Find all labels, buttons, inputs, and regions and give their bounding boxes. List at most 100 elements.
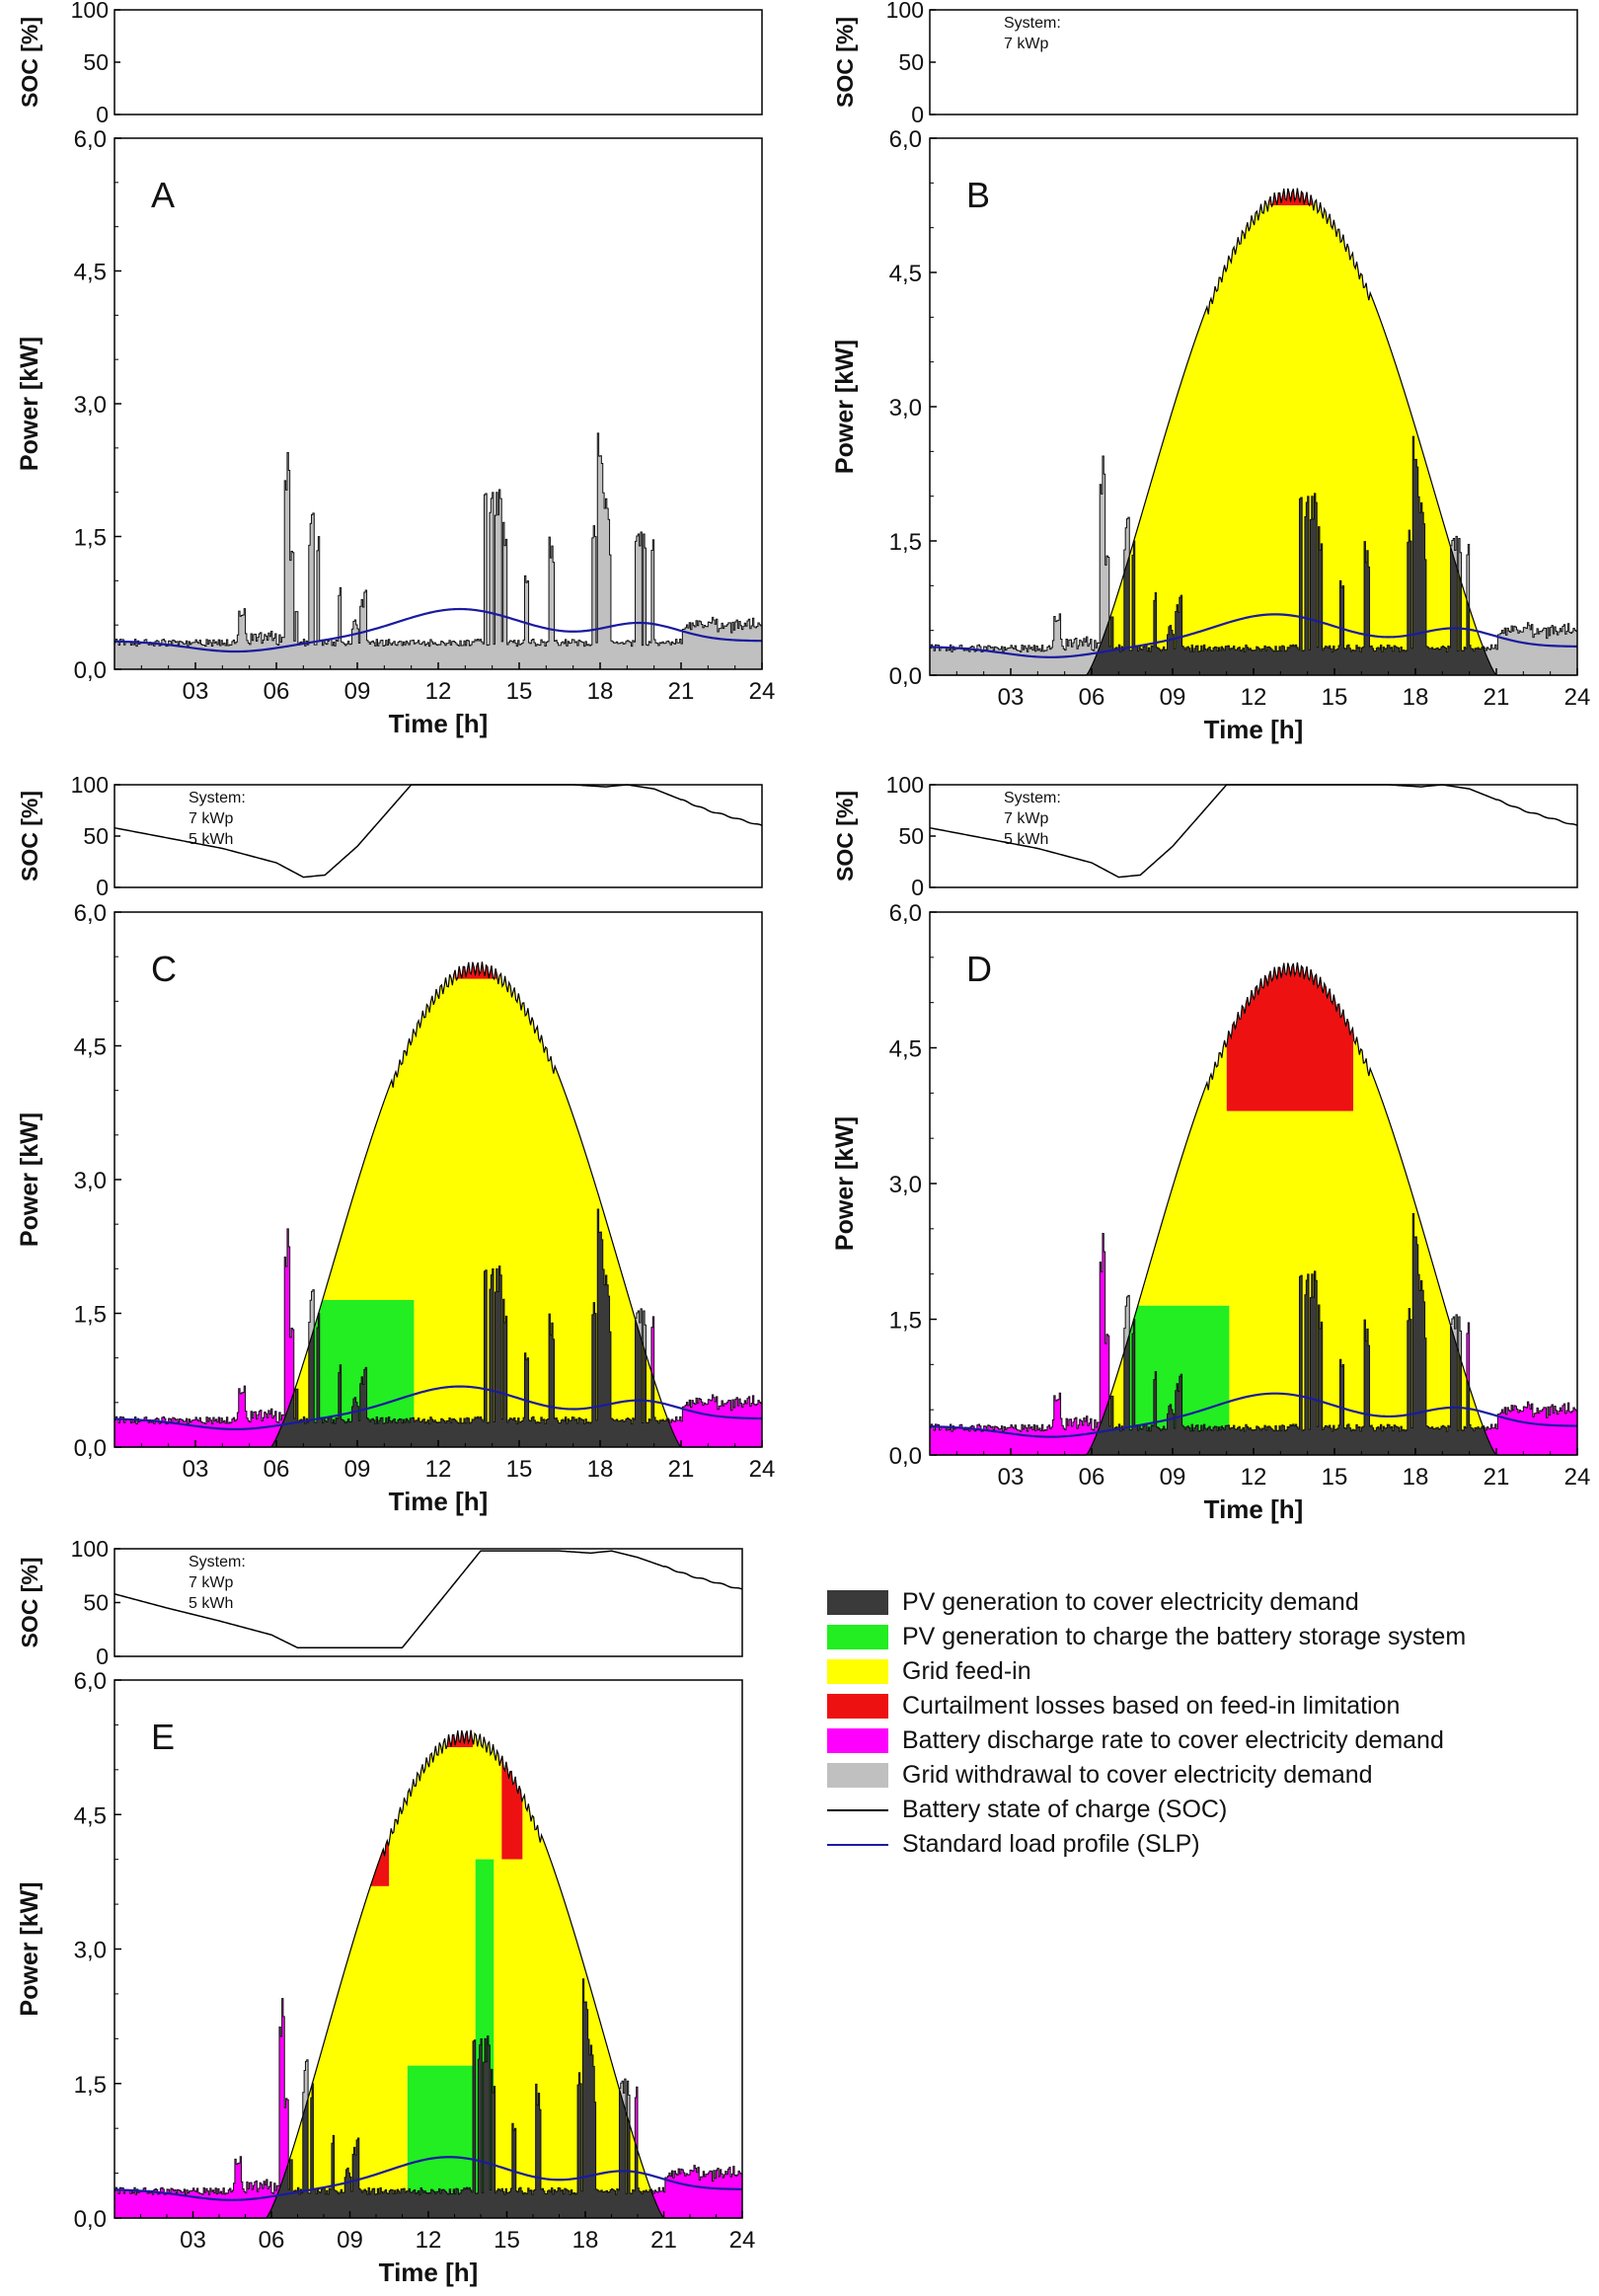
y-tick-label: 1,5 xyxy=(74,525,107,552)
x-tick-label: 06 xyxy=(1079,684,1105,711)
x-axis-title: Time [h] xyxy=(389,709,489,738)
x-tick-label: 18 xyxy=(587,678,614,705)
soc-tick-label: 0 xyxy=(911,875,924,900)
standard-load-profile-line xyxy=(114,1385,763,1430)
soc-tick-label: 100 xyxy=(886,0,924,23)
soc-tick-label: 100 xyxy=(71,1536,109,1562)
load-profile-line xyxy=(930,1212,1577,1432)
x-tick-label: 09 xyxy=(344,1456,371,1483)
soc-axis-title: SOC [%] xyxy=(832,17,858,108)
legend-item-slp: Standard load profile (SLP) xyxy=(827,1827,1577,1862)
y-tick-label: 0,0 xyxy=(889,663,922,690)
soc-tick-label: 100 xyxy=(71,0,109,23)
pv-self-consumption-area xyxy=(930,436,1577,675)
x-tick-label: 06 xyxy=(259,2227,285,2254)
y-axis-title: Power [kW] xyxy=(831,340,859,474)
soc-tick-label: 50 xyxy=(83,823,109,849)
system-info-text: 5 kWh xyxy=(1004,831,1048,848)
soc-tick-label: 50 xyxy=(898,823,924,849)
x-tick-label: 06 xyxy=(1079,1464,1105,1491)
y-tick-label: 3,0 xyxy=(74,1938,107,1964)
system-info-text: System: xyxy=(1004,15,1061,32)
legend-label: Curtailment losses based on feed-in limi… xyxy=(902,1692,1401,1720)
x-tick-label: 15 xyxy=(506,1456,533,1483)
legend-label: PV generation to cover electricity deman… xyxy=(902,1588,1359,1616)
soc-tick-label: 0 xyxy=(96,102,109,127)
y-tick-label: 3,0 xyxy=(74,1168,107,1194)
x-tick-label: 03 xyxy=(183,1456,209,1483)
grid-feed-in-area xyxy=(930,199,1577,675)
x-tick-label: 12 xyxy=(1241,684,1267,711)
x-tick-label: 24 xyxy=(729,2227,756,2254)
y-tick-label: 1,5 xyxy=(889,529,922,556)
x-tick-label: 15 xyxy=(494,2227,520,2254)
y-tick-label: 6,0 xyxy=(74,126,107,153)
soc-tick-label: 100 xyxy=(71,772,109,798)
y-tick-label: 0,0 xyxy=(74,1435,107,1462)
system-info-text: System: xyxy=(1004,790,1061,806)
panel-label: C xyxy=(151,949,177,989)
soc-axis-title: SOC [%] xyxy=(17,17,42,108)
standard-load-profile-line xyxy=(114,607,763,653)
x-tick-label: 09 xyxy=(344,678,371,705)
x-tick-label: 18 xyxy=(1403,1464,1429,1491)
x-tick-label: 24 xyxy=(1564,684,1591,711)
x-tick-label: 21 xyxy=(668,1456,695,1483)
y-tick-label: 6,0 xyxy=(74,900,107,927)
pv-self-consumption-area xyxy=(114,1209,762,1447)
y-tick-label: 1,5 xyxy=(74,1302,107,1329)
system-info-text: 7 kWp xyxy=(189,810,233,827)
legend: PV generation to cover electricity deman… xyxy=(827,1585,1577,1862)
legend-label: Grid feed-in xyxy=(902,1657,1031,1685)
x-tick-label: 06 xyxy=(264,678,290,705)
x-tick-label: 06 xyxy=(264,1456,290,1483)
legend-item-soc: Battery state of charge (SOC) xyxy=(827,1793,1577,1827)
soc-line xyxy=(929,784,1578,879)
y-axis-title: Power [kW] xyxy=(16,337,43,471)
x-tick-label: 24 xyxy=(749,678,776,705)
y-tick-label: 4,5 xyxy=(889,1036,922,1063)
y-tick-label: 0,0 xyxy=(74,657,107,684)
x-tick-label: 12 xyxy=(425,1456,452,1483)
battery-charge-area xyxy=(114,1859,742,2218)
curtailment-area xyxy=(930,962,1577,1455)
soc-axis-title: SOC [%] xyxy=(832,791,858,881)
x-tick-label: 15 xyxy=(506,678,533,705)
soc-tick-label: 100 xyxy=(886,772,924,798)
y-tick-label: 0,0 xyxy=(74,2206,107,2233)
x-tick-label: 21 xyxy=(650,2227,677,2254)
soc-plot-frame xyxy=(114,1548,743,1657)
x-tick-label: 12 xyxy=(1241,1464,1267,1491)
x-axis-title: Time [h] xyxy=(389,1487,489,1516)
load-profile-line xyxy=(114,432,762,648)
system-info-text: 7 kWp xyxy=(1004,810,1048,827)
soc-line xyxy=(114,784,763,879)
legend-item-discharge: Battery discharge rate to cover electric… xyxy=(827,1723,1577,1758)
soc-axis-title: SOC [%] xyxy=(17,791,42,881)
y-tick-label: 6,0 xyxy=(889,126,922,153)
legend-label: Grid withdrawal to cover electricity dem… xyxy=(902,1761,1373,1789)
plot-area xyxy=(114,138,762,669)
x-axis-title: Time [h] xyxy=(1204,715,1304,744)
x-tick-label: 12 xyxy=(416,2227,442,2254)
legend-swatch xyxy=(827,1694,888,1719)
legend-swatch xyxy=(827,1808,888,1811)
x-tick-label: 09 xyxy=(337,2227,363,2254)
y-tick-label: 3,0 xyxy=(74,392,107,419)
x-axis-title: Time [h] xyxy=(379,2258,479,2287)
soc-plot-frame xyxy=(929,9,1578,115)
soc-tick-label: 0 xyxy=(96,1644,109,1669)
x-tick-label: 03 xyxy=(998,1464,1025,1491)
y-tick-label: 4,5 xyxy=(74,260,107,286)
y-tick-label: 4,5 xyxy=(74,1802,107,1829)
standard-load-profile-line xyxy=(929,1392,1578,1438)
legend-label: PV generation to charge the battery stor… xyxy=(902,1623,1467,1650)
x-tick-label: 03 xyxy=(998,684,1025,711)
legend-swatch xyxy=(827,1590,888,1615)
soc-tick-label: 50 xyxy=(898,49,924,75)
legend-swatch xyxy=(827,1625,888,1649)
y-axis-title: Power [kW] xyxy=(16,1112,43,1247)
x-axis-title: Time [h] xyxy=(1204,1494,1304,1524)
system-info-text: 7 kWp xyxy=(1004,36,1048,52)
